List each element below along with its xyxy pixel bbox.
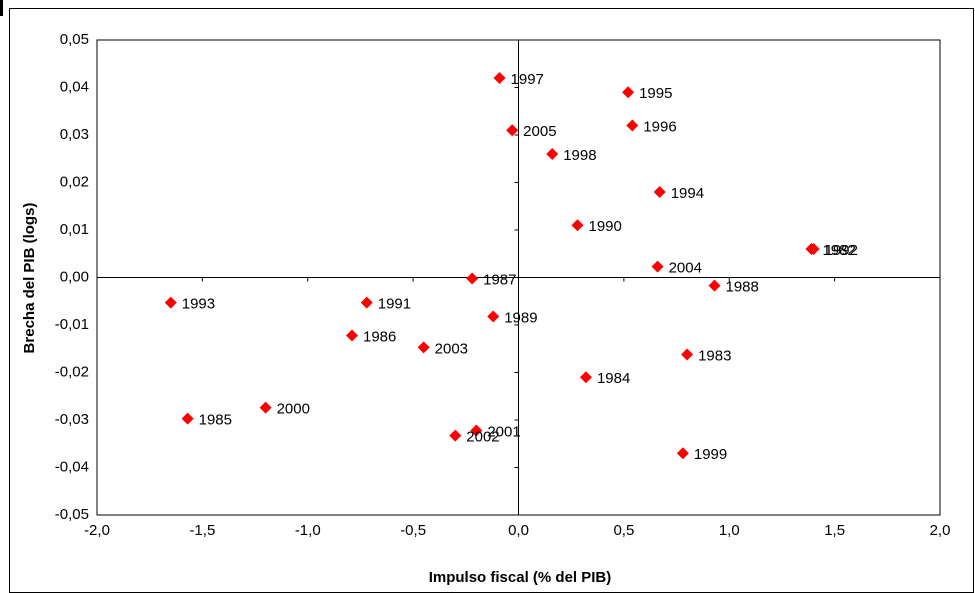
point	[651, 260, 664, 273]
point	[259, 401, 272, 414]
point-label: 1983	[698, 347, 731, 364]
point	[579, 371, 592, 384]
point-label: 1989	[504, 309, 537, 326]
point	[676, 447, 689, 460]
y-tick-label: -0,01	[55, 316, 89, 333]
y-tick-label: -0,05	[55, 506, 89, 523]
y-tick-label: 0,02	[60, 173, 89, 190]
point	[546, 148, 559, 160]
point	[360, 296, 373, 309]
point-label: 2002	[466, 429, 499, 446]
point	[506, 124, 519, 137]
point-label: 1992	[825, 242, 858, 259]
x-tick-label: 0,5	[613, 522, 634, 539]
point	[466, 272, 479, 285]
point	[493, 72, 506, 84]
point-label: 1991	[378, 296, 411, 313]
point-label: 1999	[694, 446, 727, 463]
point	[807, 243, 820, 255]
x-tick-label: 1,5	[824, 522, 845, 539]
point-label: 1985	[199, 412, 232, 429]
point	[487, 310, 500, 323]
point-label: 1996	[643, 118, 676, 135]
point-label: 1994	[671, 185, 704, 202]
point-label: 1987	[483, 271, 516, 288]
point-label: 1986	[363, 328, 396, 345]
x-tick-label: 0,0	[508, 522, 529, 539]
point-label: 2005	[523, 123, 556, 140]
y-tick-label: 0,04	[60, 78, 89, 95]
point	[449, 429, 462, 442]
point-label: 1984	[597, 370, 630, 387]
point	[346, 329, 359, 342]
corner-mark	[0, 0, 3, 16]
point-label: 2001	[487, 423, 520, 440]
point-label: 2004	[669, 260, 702, 277]
y-tick-label: -0,04	[55, 458, 89, 475]
point-label: 1995	[639, 85, 672, 102]
point	[626, 119, 639, 132]
point	[164, 296, 177, 309]
y-tick-label: 0,01	[60, 221, 89, 238]
point	[653, 186, 666, 198]
y-tick-label: 0,05	[60, 31, 89, 48]
point	[681, 348, 694, 361]
point-label: 2000	[277, 401, 310, 418]
x-tick-label: -2,0	[84, 522, 110, 539]
chart-frame	[9, 8, 974, 593]
point-label: 1982	[822, 242, 855, 259]
point	[417, 341, 430, 354]
x-tick-label: -1,0	[295, 522, 321, 539]
point-label: 2003	[435, 340, 468, 357]
x-tick-label: -1,5	[189, 522, 215, 539]
y-tick-label: 0,03	[60, 126, 89, 143]
x-tick-label: -0,5	[400, 522, 426, 539]
point	[571, 219, 584, 232]
y-tick-label: -0,02	[55, 363, 89, 380]
y-axis-title: Brecha del PIB (logs)	[21, 203, 38, 354]
x-tick-label: 2,0	[930, 522, 951, 539]
y-tick-label: -0,03	[55, 411, 89, 428]
point-label: 1993	[182, 296, 215, 313]
point-label: 1997	[511, 71, 544, 88]
point	[708, 279, 721, 292]
y-tick-label: 0,00	[60, 268, 89, 285]
point	[622, 86, 635, 99]
point-label: 1988	[725, 279, 758, 296]
point	[181, 412, 194, 425]
point	[470, 424, 483, 437]
x-axis-title: Impulso fiscal (% del PIB)	[429, 569, 612, 586]
x-tick-label: 1,0	[719, 522, 740, 539]
point-label: 1998	[563, 147, 596, 164]
point-label: 1990	[589, 218, 622, 235]
